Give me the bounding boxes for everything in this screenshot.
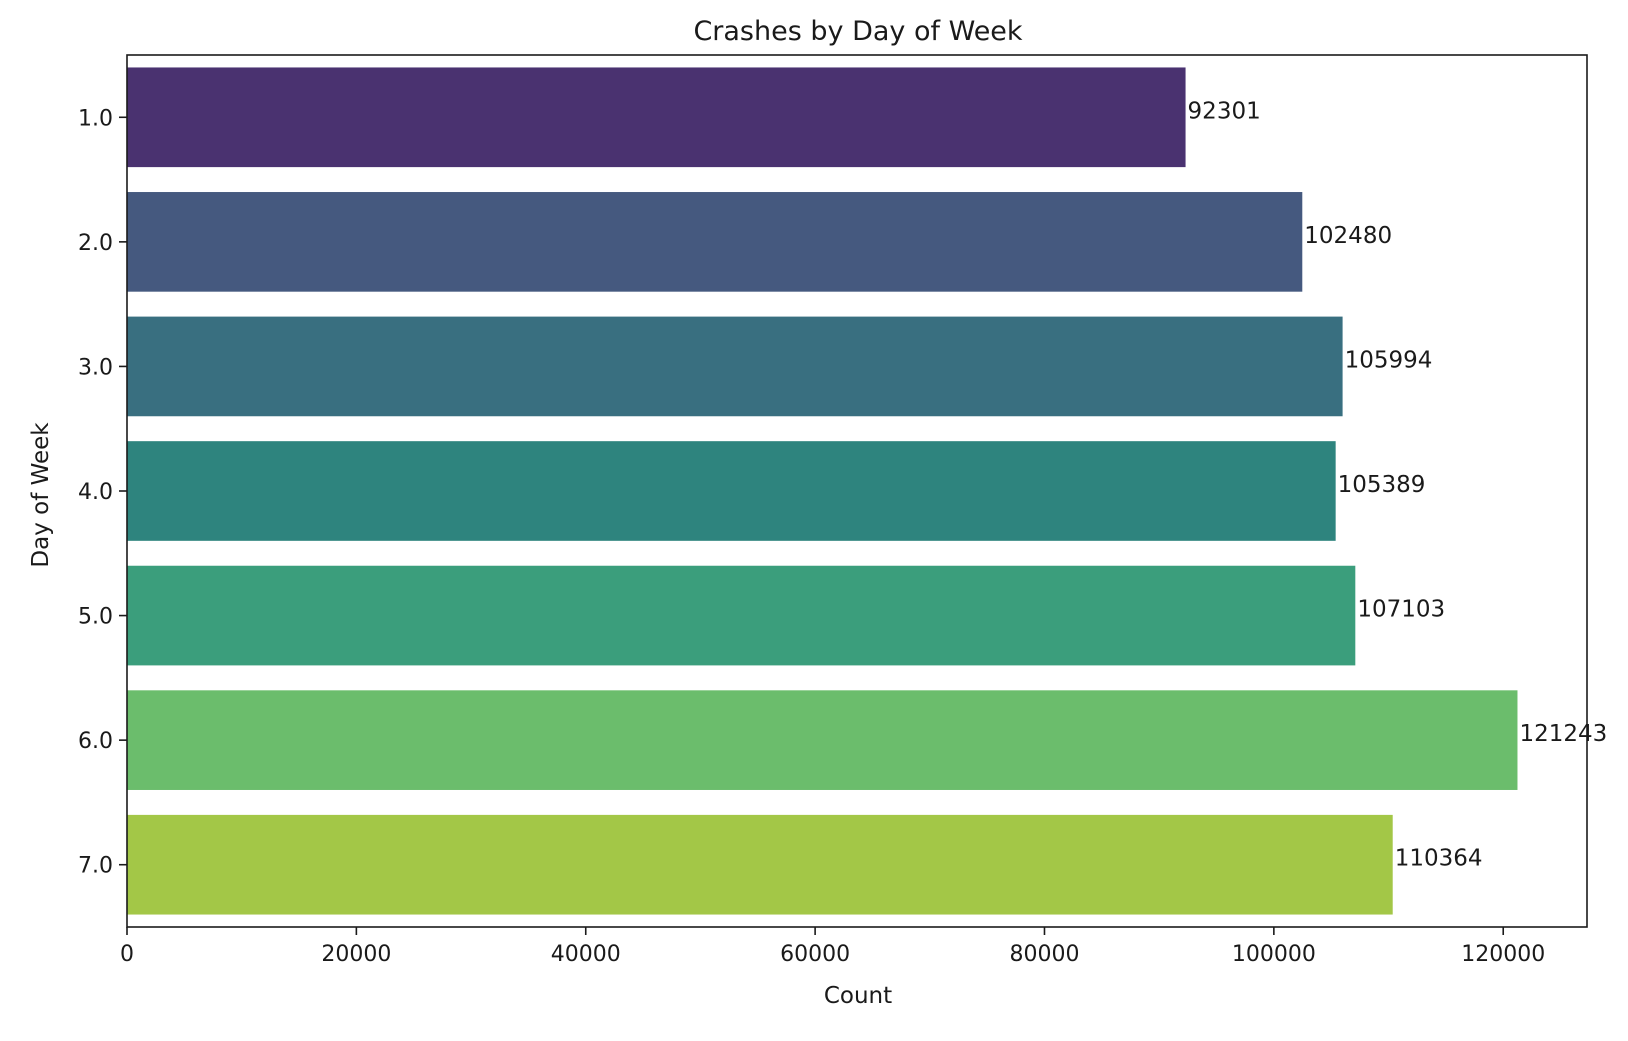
y-tick-label-2: 2.0 <box>78 231 113 256</box>
y-tick-label-4: 4.0 <box>78 480 113 505</box>
y-tick-label-7: 7.0 <box>78 854 113 879</box>
bar-value-label-6: 121243 <box>1519 721 1607 747</box>
x-axis-ticks: 0 20000 40000 60000 80000 100000 120000 <box>120 927 1545 967</box>
y-tick-label-3: 3.0 <box>78 355 113 380</box>
x-axis-title: Count <box>824 983 892 1009</box>
y-axis-title: Day of Week <box>28 422 54 568</box>
x-tick-label-3: 60000 <box>780 942 850 967</box>
x-tick-label-0: 0 <box>120 942 134 967</box>
bar-5 <box>127 565 1356 666</box>
bar-value-label-3: 105994 <box>1345 347 1433 373</box>
x-tick-label-6: 120000 <box>1461 942 1545 967</box>
bars <box>127 67 1518 915</box>
y-tick-label-1: 1.0 <box>78 106 113 131</box>
bar-value-labels: 92301 102480 105994 105389 107103 121243 11036… <box>1188 98 1608 871</box>
bar-value-label-2: 102480 <box>1304 223 1392 249</box>
bar-3 <box>127 316 1343 417</box>
bar-1 <box>127 67 1186 168</box>
y-tick-label-6: 6.0 <box>78 729 113 754</box>
bar-value-label-4: 105389 <box>1338 472 1426 498</box>
chart-title: Crashes by Day of Week <box>693 16 1022 47</box>
bar-value-label-7: 110364 <box>1395 846 1483 872</box>
x-tick-label-1: 20000 <box>321 942 391 967</box>
bar-value-label-5: 107103 <box>1357 597 1445 623</box>
bar-6 <box>127 690 1518 790</box>
bar-7 <box>127 814 1393 915</box>
bar-2 <box>127 192 1303 292</box>
bar-4 <box>127 441 1336 541</box>
x-tick-label-5: 100000 <box>1232 942 1316 967</box>
bar-value-label-1: 92301 <box>1188 98 1261 124</box>
y-tick-label-5: 5.0 <box>78 605 113 630</box>
x-tick-label-4: 80000 <box>1009 942 1079 967</box>
x-tick-label-2: 40000 <box>551 942 621 967</box>
y-axis-ticks: 1.0 2.0 3.0 4.0 5.0 6.0 7.0 <box>78 106 127 879</box>
